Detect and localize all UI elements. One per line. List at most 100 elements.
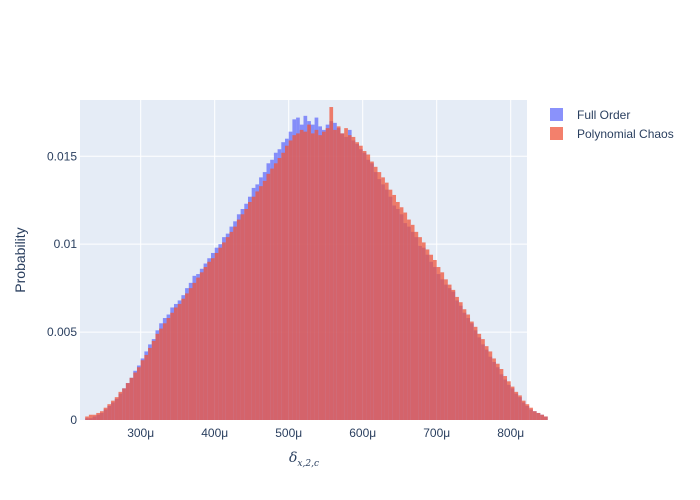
histogram-bar[interactable]: [262, 180, 267, 420]
histogram-bar[interactable]: [214, 252, 219, 420]
histogram-bar[interactable]: [436, 267, 441, 420]
histogram-bar[interactable]: [521, 400, 526, 420]
histogram-bar[interactable]: [396, 201, 400, 420]
histogram-bar[interactable]: [244, 209, 248, 420]
histogram-bar[interactable]: [462, 309, 467, 420]
histogram-bar[interactable]: [222, 242, 226, 420]
histogram-bar[interactable]: [362, 150, 367, 420]
histogram-bar[interactable]: [518, 395, 522, 420]
histogram-bar[interactable]: [407, 219, 411, 420]
histogram-bar[interactable]: [529, 407, 533, 420]
histogram-bar[interactable]: [192, 282, 197, 420]
histogram-bar[interactable]: [507, 381, 511, 420]
histogram-bar[interactable]: [122, 388, 126, 420]
histogram-bar[interactable]: [381, 177, 385, 420]
histogram-bar[interactable]: [166, 318, 171, 420]
histogram-bar[interactable]: [544, 416, 548, 420]
histogram-bar[interactable]: [473, 326, 478, 420]
histogram-bar[interactable]: [207, 261, 211, 420]
histogram-bar[interactable]: [388, 189, 393, 420]
histogram-bar[interactable]: [266, 173, 271, 420]
histogram-bar[interactable]: [151, 340, 156, 420]
histogram-bar[interactable]: [525, 404, 530, 420]
histogram-bar[interactable]: [85, 416, 89, 420]
histogram-bar[interactable]: [307, 124, 311, 420]
histogram-bar[interactable]: [255, 191, 260, 420]
histogram-bar[interactable]: [99, 411, 104, 420]
histogram-bar[interactable]: [433, 260, 437, 420]
histogram-bar[interactable]: [377, 172, 382, 420]
histogram-bar[interactable]: [492, 358, 496, 420]
histogram-bar[interactable]: [218, 247, 223, 420]
histogram-bar[interactable]: [247, 201, 252, 420]
histogram-bar[interactable]: [299, 129, 304, 420]
histogram-bar[interactable]: [114, 397, 119, 420]
histogram-bar[interactable]: [444, 279, 448, 420]
histogram-bar[interactable]: [455, 296, 459, 420]
histogram-bar[interactable]: [344, 128, 348, 420]
histogram-bar[interactable]: [429, 254, 434, 420]
histogram-bar[interactable]: [140, 360, 145, 420]
histogram-bar[interactable]: [373, 166, 378, 420]
histogram-bar[interactable]: [336, 126, 341, 420]
histogram-bar[interactable]: [155, 333, 160, 420]
histogram-bar[interactable]: [170, 312, 174, 420]
legend-label-polynomial-chaos[interactable]: Polynomial Chaos: [577, 127, 674, 141]
histogram-bar[interactable]: [225, 237, 230, 420]
histogram-bar[interactable]: [181, 298, 186, 420]
histogram-bar[interactable]: [370, 161, 374, 421]
histogram-bar[interactable]: [421, 242, 426, 420]
histogram-bar[interactable]: [484, 346, 489, 420]
histogram-bar[interactable]: [203, 267, 208, 420]
histogram-bar[interactable]: [359, 145, 363, 420]
histogram-bar[interactable]: [236, 219, 241, 420]
histogram-bar[interactable]: [540, 414, 545, 420]
histogram-bar[interactable]: [499, 369, 504, 420]
histogram-bar[interactable]: [414, 231, 419, 420]
histogram-bar[interactable]: [292, 135, 297, 420]
histogram-bar[interactable]: [403, 212, 408, 420]
histogram-bar[interactable]: [92, 414, 97, 420]
histogram-bar[interactable]: [96, 412, 100, 420]
histogram-bar[interactable]: [288, 140, 293, 420]
histogram-bar[interactable]: [103, 407, 108, 420]
histogram-bar[interactable]: [481, 339, 485, 420]
histogram-bar[interactable]: [111, 400, 115, 420]
histogram-bar[interactable]: [296, 133, 300, 420]
histogram-bar[interactable]: [88, 414, 93, 420]
histogram-bar[interactable]: [133, 372, 137, 420]
histogram-bar[interactable]: [251, 196, 256, 420]
histogram-bar[interactable]: [447, 284, 452, 420]
histogram-bar[interactable]: [159, 328, 163, 420]
histogram-bar[interactable]: [173, 307, 178, 420]
histogram-bar[interactable]: [351, 136, 356, 420]
histogram-bar[interactable]: [440, 272, 445, 420]
histogram-bar[interactable]: [188, 288, 193, 420]
histogram-bar[interactable]: [329, 107, 334, 421]
histogram-bar[interactable]: [532, 411, 537, 420]
histogram-bar[interactable]: [303, 131, 308, 420]
histogram-bar[interactable]: [495, 363, 500, 420]
histogram-bar[interactable]: [470, 321, 474, 420]
histogram-bar[interactable]: [144, 354, 149, 420]
histogram-bar[interactable]: [466, 314, 471, 420]
histogram-bar[interactable]: [503, 376, 508, 420]
histogram-bar[interactable]: [125, 383, 130, 420]
histogram-bar[interactable]: [118, 391, 123, 420]
histogram-bar[interactable]: [107, 404, 112, 420]
histogram-bar[interactable]: [355, 142, 360, 420]
histogram-bar[interactable]: [392, 194, 397, 420]
histogram-bar[interactable]: [281, 152, 285, 420]
histogram-bar[interactable]: [199, 272, 204, 420]
histogram-bar[interactable]: [148, 347, 152, 420]
histogram-bar[interactable]: [310, 133, 315, 420]
histogram-bar[interactable]: [273, 163, 278, 421]
histogram-bar[interactable]: [284, 145, 289, 420]
histogram-bar[interactable]: [399, 207, 404, 420]
histogram-bar[interactable]: [277, 158, 282, 420]
histogram-bar[interactable]: [185, 293, 189, 420]
histogram-bar[interactable]: [340, 133, 345, 420]
histogram-bar[interactable]: [314, 129, 319, 420]
histogram-bar[interactable]: [318, 135, 323, 420]
histogram-bar[interactable]: [488, 351, 493, 420]
